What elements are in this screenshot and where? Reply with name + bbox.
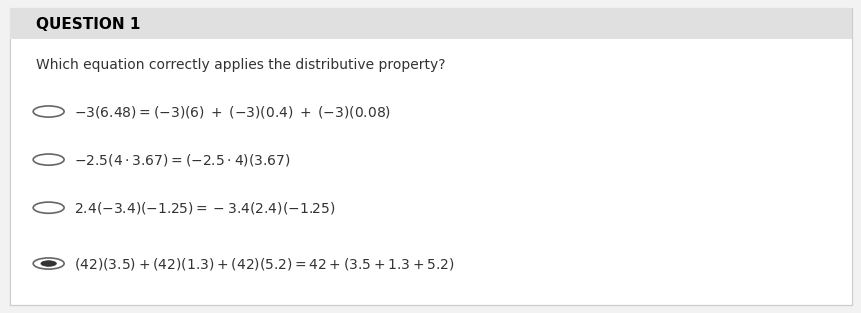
Text: $(42)(3.5) + (42)(1.3) + (42)(5.2) = 42 + (3.5 + 1.3 + 5.2)$: $(42)(3.5) + (42)(1.3) + (42)(5.2) = 42 … [74,255,454,271]
Circle shape [40,261,56,266]
Text: $-3(6.48) = (-3)(6)\;+\;(-3)(0.4)\;+\;(-3)(0.08)$: $-3(6.48) = (-3)(6)\;+\;(-3)(0.4)\;+\;(-… [74,104,391,120]
Text: Which equation correctly applies the distributive property?: Which equation correctly applies the dis… [35,58,445,72]
FancyBboxPatch shape [10,8,851,305]
Text: $-2.5(4 \cdot 3.67) = (-2.5 \cdot 4)(3.67)$: $-2.5(4 \cdot 3.67) = (-2.5 \cdot 4)(3.6… [74,151,291,167]
Text: $2.4(-3.4)(-1.25) = -3.4(2.4)(-1.25)$: $2.4(-3.4)(-1.25) = -3.4(2.4)(-1.25)$ [74,200,336,216]
FancyBboxPatch shape [10,8,851,38]
Text: QUESTION 1: QUESTION 1 [35,18,140,33]
